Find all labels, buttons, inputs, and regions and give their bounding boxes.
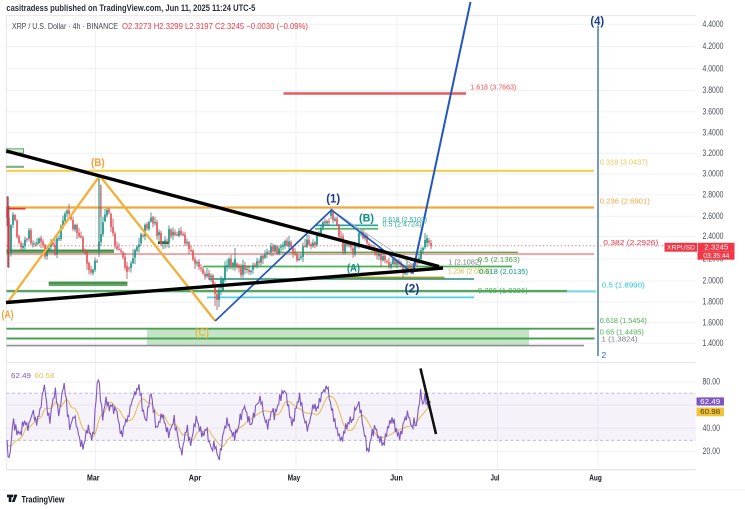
svg-text:(1): (1) bbox=[326, 194, 340, 206]
svg-text:O2.3273 H2.3299 L2.3197 C2.324: O2.3273 H2.3299 L2.3197 C2.3245 −0.0030 … bbox=[122, 22, 308, 31]
svg-text:XRP / U.S. Dollar · 4h · BINAN: XRP / U.S. Dollar · 4h · BINANCE bbox=[12, 22, 118, 31]
svg-text:(B): (B) bbox=[91, 157, 105, 169]
svg-text:40.00: 40.00 bbox=[703, 423, 721, 433]
svg-text:2.6000: 2.6000 bbox=[703, 211, 724, 221]
svg-text:1.236 (2.0559): 1.236 (2.0559) bbox=[448, 267, 491, 276]
svg-text:2.8000: 2.8000 bbox=[703, 190, 724, 200]
svg-text:0.618 (2.5103): 0.618 (2.5103) bbox=[383, 215, 428, 224]
svg-text:Jul: Jul bbox=[491, 472, 500, 482]
svg-text:0.65 (1.4495): 0.65 (1.4495) bbox=[600, 328, 644, 337]
svg-text:1 (2.1082): 1 (2.1082) bbox=[448, 258, 481, 267]
svg-text:3.2000: 3.2000 bbox=[703, 148, 724, 158]
svg-text:XRPUSD: XRPUSD bbox=[667, 244, 696, 251]
svg-text:0.5 (2.1363): 0.5 (2.1363) bbox=[478, 255, 520, 264]
svg-text:Apr: Apr bbox=[189, 472, 202, 482]
svg-text:4.0000: 4.0000 bbox=[703, 63, 724, 73]
svg-text:4.4000: 4.4000 bbox=[703, 19, 724, 29]
svg-text:62.49: 62.49 bbox=[700, 399, 720, 406]
svg-text:03:35:44: 03:35:44 bbox=[703, 253, 729, 260]
svg-text:3.8000: 3.8000 bbox=[703, 85, 724, 95]
svg-text:3.6000: 3.6000 bbox=[703, 107, 724, 117]
svg-text:4.2000: 4.2000 bbox=[703, 41, 724, 51]
svg-text:0.382 (2.2926): 0.382 (2.2926) bbox=[603, 238, 658, 247]
svg-text:TradingView: TradingView bbox=[22, 494, 66, 504]
svg-text:3.0000: 3.0000 bbox=[703, 169, 724, 179]
svg-text:Aug: Aug bbox=[589, 472, 602, 482]
svg-text:60.58: 60.58 bbox=[35, 371, 55, 380]
svg-text:1 (1.3824): 1 (1.3824) bbox=[602, 334, 638, 343]
svg-text:May: May bbox=[288, 472, 301, 482]
svg-text:0.786 (1.8386): 0.786 (1.8386) bbox=[478, 286, 528, 295]
svg-text:0.618 (1.5454): 0.618 (1.5454) bbox=[600, 316, 647, 325]
svg-text:1.4000: 1.4000 bbox=[703, 338, 724, 348]
svg-text:1.8000: 1.8000 bbox=[703, 297, 724, 307]
svg-text:(A): (A) bbox=[2, 309, 14, 321]
svg-text:20.00: 20.00 bbox=[703, 446, 721, 456]
svg-text:Mar: Mar bbox=[87, 472, 100, 482]
svg-text:(2): (2) bbox=[405, 284, 420, 296]
svg-text:2: 2 bbox=[602, 350, 607, 360]
svg-text:(C): (C) bbox=[195, 327, 209, 339]
svg-text:3.4000: 3.4000 bbox=[703, 127, 724, 137]
svg-text:0.5 (1.8990): 0.5 (1.8990) bbox=[602, 281, 645, 290]
svg-text:casitradess published on Tradi: casitradess published on TradingView.com… bbox=[6, 3, 255, 13]
svg-text:0.318 (3.0437): 0.318 (3.0437) bbox=[600, 158, 648, 167]
svg-text:(4): (4) bbox=[590, 16, 604, 28]
svg-text:62.49: 62.49 bbox=[11, 371, 31, 380]
svg-text:0.236 (2.6901): 0.236 (2.6901) bbox=[600, 197, 650, 206]
svg-text:2.4000: 2.4000 bbox=[703, 231, 724, 241]
svg-text:2.3245: 2.3245 bbox=[704, 244, 728, 251]
svg-text:(B): (B) bbox=[359, 213, 374, 225]
svg-text:0.5 (2.4724): 0.5 (2.4724) bbox=[383, 220, 422, 229]
svg-text:Jun: Jun bbox=[390, 472, 403, 482]
svg-text:60.98: 60.98 bbox=[700, 409, 720, 416]
svg-text:(A): (A) bbox=[347, 263, 360, 275]
svg-text:2.0000: 2.0000 bbox=[703, 276, 724, 286]
svg-text:80.00: 80.00 bbox=[703, 377, 721, 387]
svg-text:1.618 (3.7663): 1.618 (3.7663) bbox=[470, 82, 516, 91]
svg-text:0.618 (2.0135): 0.618 (2.0135) bbox=[479, 267, 528, 276]
svg-text:1.6000: 1.6000 bbox=[703, 317, 724, 327]
